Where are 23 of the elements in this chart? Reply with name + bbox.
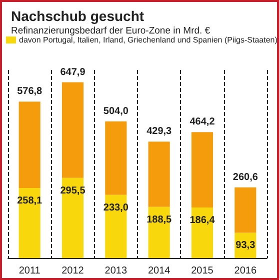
chart-title: Nachschub gesucht (11, 8, 144, 24)
x-tick-label: 2011 (18, 266, 41, 276)
total-label: 576,8 (17, 86, 43, 98)
chart-subtitle: Refinanzierungsbedarf der Euro-Zone in Mrd. € (11, 26, 211, 36)
x-tick-label: 2016 (234, 266, 257, 276)
total-label: 464,2 (190, 116, 216, 128)
x-tick-label: 2015 (191, 266, 214, 276)
bar (62, 178, 84, 258)
data-label: 93,3 (236, 240, 256, 252)
total-label: 429,3 (146, 126, 172, 138)
total-label: 260,6 (232, 172, 258, 183)
bar (18, 102, 40, 188)
total-label: 504,0 (103, 106, 129, 117)
x-tick-label: 2014 (148, 266, 171, 276)
bar (148, 142, 170, 207)
x-tick-label: 2013 (104, 266, 128, 276)
bar (62, 82, 84, 178)
bar (234, 187, 256, 233)
total-label: 647,9 (60, 66, 86, 78)
legend-label: davon Portugal, Italien, Irland, Griechenland und Spanien (Piigs-Staaten) (19, 36, 278, 44)
x-tick-label: 2012 (62, 266, 84, 276)
bar (105, 121, 127, 195)
bar (191, 132, 214, 208)
